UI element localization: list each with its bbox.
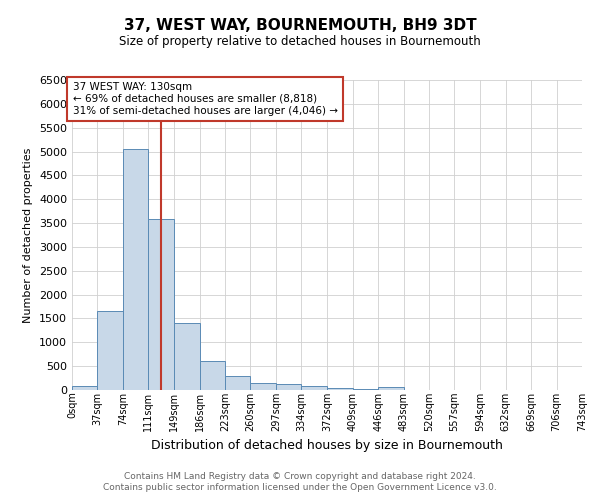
Bar [200, 362, 225, 390]
Bar [353, 388, 378, 390]
Bar [250, 382, 276, 390]
X-axis label: Distribution of detached houses by size in Bournemouth: Distribution of detached houses by size … [151, 439, 503, 452]
Bar [301, 386, 326, 390]
Bar [148, 220, 173, 390]
Bar [378, 388, 404, 390]
Bar [123, 149, 148, 390]
Bar [174, 323, 200, 390]
Text: 37 WEST WAY: 130sqm
← 69% of detached houses are smaller (8,818)
31% of semi-det: 37 WEST WAY: 130sqm ← 69% of detached ho… [73, 82, 338, 116]
Y-axis label: Number of detached properties: Number of detached properties [23, 148, 34, 322]
Bar [97, 312, 123, 390]
Bar [225, 376, 250, 390]
Text: 37, WEST WAY, BOURNEMOUTH, BH9 3DT: 37, WEST WAY, BOURNEMOUTH, BH9 3DT [124, 18, 476, 32]
Text: Size of property relative to detached houses in Bournemouth: Size of property relative to detached ho… [119, 35, 481, 48]
Bar [276, 384, 301, 390]
Text: Contains HM Land Registry data © Crown copyright and database right 2024.: Contains HM Land Registry data © Crown c… [124, 472, 476, 481]
Bar [328, 388, 353, 390]
Bar [72, 386, 97, 390]
Text: Contains public sector information licensed under the Open Government Licence v3: Contains public sector information licen… [103, 484, 497, 492]
